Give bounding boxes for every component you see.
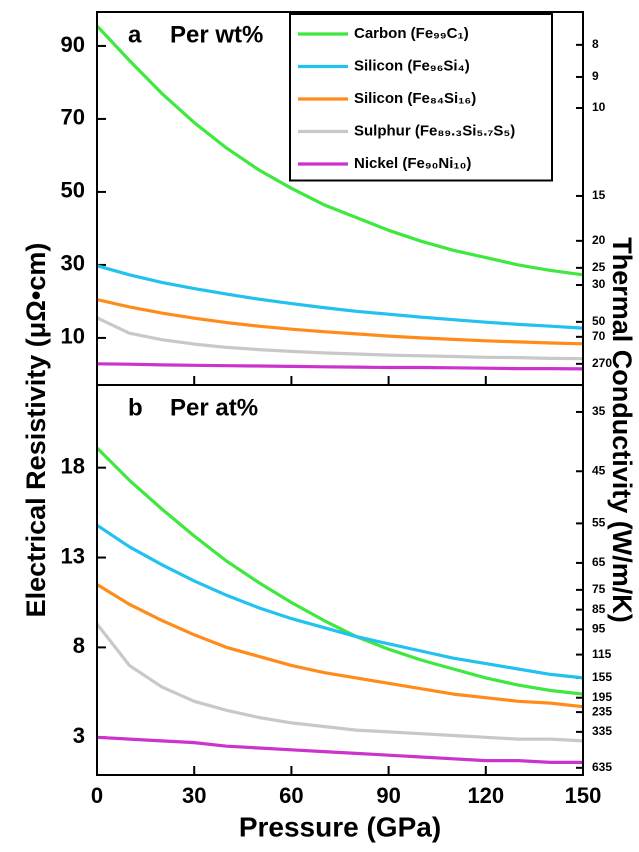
y2-tick-label: 50 <box>592 314 606 328</box>
panel-subtitle: Per at% <box>170 394 258 421</box>
series-line <box>96 523 584 680</box>
x-tick-label: 30 <box>182 783 206 808</box>
legend-box <box>289 13 553 182</box>
y2-tick-label: 155 <box>592 670 612 684</box>
legend-label: Silicon (Fe₉₆Si₄) <box>354 57 470 74</box>
plot-frame <box>96 384 584 776</box>
y-tick-label: 8 <box>73 633 85 658</box>
panel-subtitle: Per wt% <box>170 21 263 48</box>
series-line <box>95 24 584 277</box>
y2-tick-label: 25 <box>592 260 606 274</box>
panel-label: a <box>128 21 142 48</box>
series-line <box>96 583 584 709</box>
y-tick-label: 70 <box>61 105 85 130</box>
y2-tick-label: 55 <box>592 516 606 530</box>
y2-tick-label: 85 <box>592 602 606 616</box>
y2-axis-title: Thermal Conductivity (W/m/K) <box>607 237 637 623</box>
panel-label: b <box>128 394 143 421</box>
legend-label: Silicon (Fe₈₄Si₁₆) <box>354 90 476 107</box>
x-tick-label: 150 <box>565 783 602 808</box>
y-tick-label: 13 <box>61 543 85 568</box>
y-tick-label: 50 <box>61 178 85 203</box>
y2-tick-label: 65 <box>592 555 606 569</box>
y2-tick-label: 75 <box>592 582 606 596</box>
y-tick-label: 10 <box>61 324 85 349</box>
y-axis-title: Electrical Resistivity (μΩ•cm) <box>21 243 51 618</box>
y2-tick-label: 70 <box>592 329 606 343</box>
y2-tick-label: 45 <box>592 463 606 477</box>
y2-tick-label: 195 <box>592 690 612 704</box>
y2-tick-label: 10 <box>592 100 606 114</box>
y-tick-label: 90 <box>61 32 85 57</box>
y2-tick-label: 8 <box>592 37 599 51</box>
y2-tick-label: 635 <box>592 760 612 774</box>
x-tick-label: 120 <box>467 783 504 808</box>
series-line <box>96 316 584 361</box>
y2-tick-label: 35 <box>592 404 606 418</box>
x-axis-title: Pressure (GPa) <box>239 811 441 842</box>
y-tick-label: 30 <box>61 251 85 276</box>
series-line <box>96 298 584 346</box>
x-tick-label: 60 <box>279 783 303 808</box>
y2-tick-label: 20 <box>592 233 606 247</box>
legend-label: Nickel (Fe₉₀Ni₁₀) <box>354 155 471 172</box>
y2-tick-label: 30 <box>592 277 606 291</box>
y2-tick-label: 335 <box>592 724 612 738</box>
legend-label: Sulphur (Fe₈₉.₃Si₅.₇S₅) <box>354 122 515 139</box>
y2-tick-label: 95 <box>592 622 606 636</box>
y2-tick-label: 235 <box>592 704 612 718</box>
x-tick-label: 90 <box>376 783 400 808</box>
y2-tick-label: 115 <box>592 647 612 661</box>
y-tick-label: 18 <box>61 453 85 478</box>
series-line <box>95 446 584 696</box>
series-line <box>95 623 584 743</box>
legend-label: Carbon (Fe₉₉C₁) <box>354 25 469 42</box>
y2-tick-label: 270 <box>592 356 612 370</box>
x-tick-label: 0 <box>91 783 103 808</box>
series-line <box>96 264 584 330</box>
y2-tick-label: 9 <box>592 69 599 83</box>
series-line <box>96 735 583 764</box>
y-tick-label: 3 <box>73 723 85 748</box>
series-line <box>96 362 584 371</box>
y2-tick-label: 15 <box>592 188 606 202</box>
